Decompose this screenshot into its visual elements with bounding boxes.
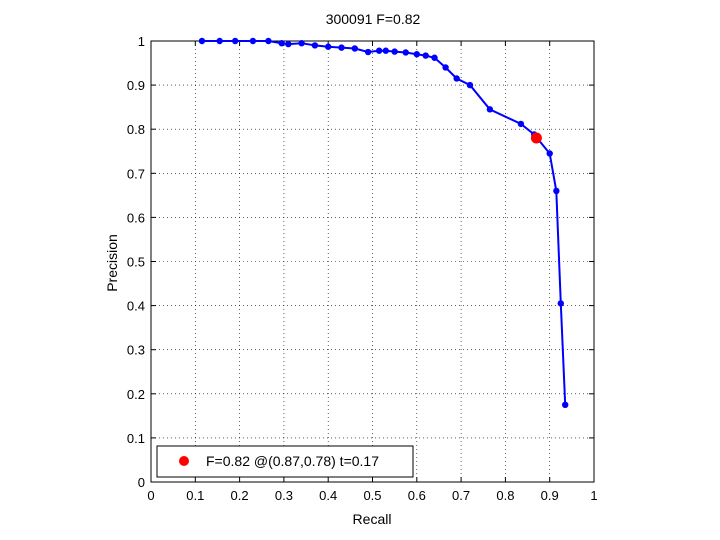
grid-lines [151, 41, 594, 482]
data-point [375, 47, 383, 54]
y-tick-label: 0.7 [127, 166, 145, 181]
x-tick-label: 0.2 [231, 488, 249, 503]
data-point [198, 37, 206, 45]
data-point [231, 37, 239, 45]
data-point [298, 40, 305, 47]
data-point [486, 106, 494, 113]
x-axis-label: Recall [353, 511, 392, 527]
x-tick-label: 0.3 [275, 488, 293, 503]
legend-label: F=0.82 @(0.87,0.78) t=0.17 [206, 453, 379, 469]
y-tick-label: 1 [138, 34, 145, 49]
data-point [265, 37, 272, 45]
data-point [391, 48, 398, 55]
data-point [364, 48, 372, 56]
x-tick-label: 0.5 [363, 488, 381, 503]
data-point [325, 43, 332, 50]
data-point [422, 52, 429, 59]
y-tick-label: 0.3 [127, 343, 145, 358]
data-point [453, 75, 460, 82]
plot-frame [150, 40, 595, 483]
y-tick-label: 0.2 [127, 387, 145, 402]
data-point [402, 49, 409, 56]
data-point [413, 51, 420, 58]
data-point [557, 300, 564, 307]
best-point-layer [530, 132, 542, 144]
x-tick-label: 0.7 [452, 488, 470, 503]
y-tick-label: 0 [138, 475, 145, 490]
y-tick-labels: 0 0.1 0.2 0.3 0.4 0.5 0.6 0.7 0.8 0.9 1 [127, 34, 145, 490]
x-tick-label: 1 [590, 488, 597, 503]
chart-title: 300091 F=0.82 [326, 11, 421, 27]
data-point [546, 150, 553, 157]
data-point [249, 37, 257, 45]
data-point [466, 81, 474, 89]
x-tick-labels: 0 0.1 0.2 0.3 0.4 0.5 0.6 0.7 0.8 0.9 1 [147, 488, 597, 503]
data-point [442, 64, 449, 71]
data-point [285, 40, 292, 48]
legend-marker [179, 456, 189, 466]
y-tick-label: 0.4 [127, 299, 145, 314]
y-axis-label: Precision [104, 234, 120, 292]
data-point [216, 37, 223, 45]
data-point [517, 120, 525, 128]
data-point [431, 54, 438, 61]
y-tick-label: 0.8 [127, 122, 145, 137]
x-tick-label: 0.1 [186, 488, 204, 503]
best-f-point [530, 132, 542, 144]
x-tick-label: 0.4 [319, 488, 337, 503]
x-tick-label: 0 [147, 488, 154, 503]
data-point [382, 47, 389, 54]
y-tick-label: 0.5 [127, 255, 145, 270]
legend-box [156, 445, 414, 478]
data-point [562, 401, 569, 409]
y-tick-label: 0.1 [127, 431, 145, 446]
legend: F=0.82 @(0.87,0.78) t=0.17 [156, 445, 414, 478]
y-tick-label: 0.9 [127, 78, 145, 93]
data-point [338, 44, 345, 51]
x-tick-label: 0.9 [541, 488, 559, 503]
data-point [278, 40, 285, 47]
x-tick-label: 0.6 [408, 488, 426, 503]
data-point [553, 187, 560, 195]
data-point [351, 45, 358, 52]
data-point [311, 42, 319, 49]
x-tick-label: 0.8 [496, 488, 514, 503]
y-tick-label: 0.6 [127, 210, 145, 225]
